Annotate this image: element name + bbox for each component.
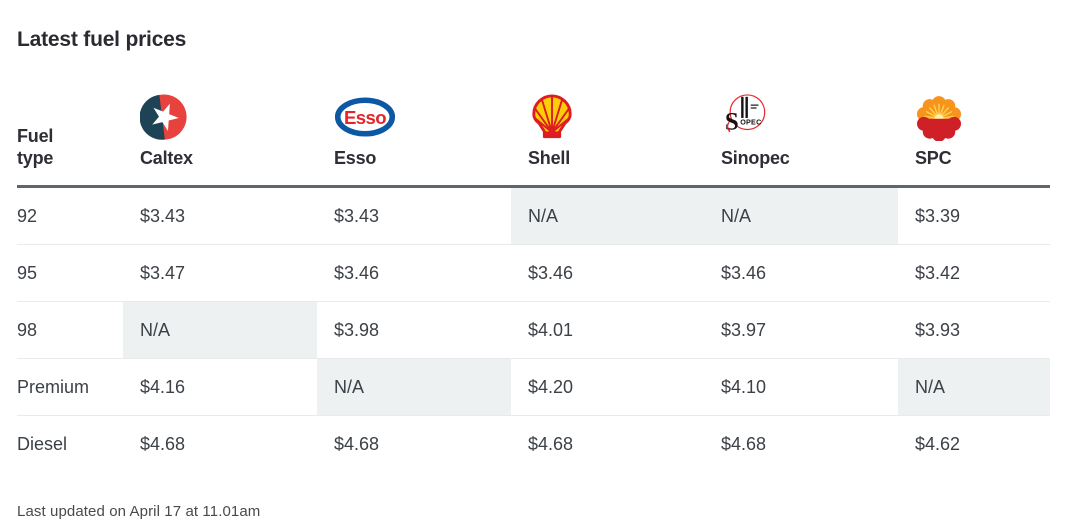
brand-header-spc: SPC — [898, 93, 1050, 189]
price-cell: N/A — [511, 186, 704, 246]
price-cell: $4.62 — [915, 433, 961, 454]
brand-name: Sinopec — [721, 148, 790, 169]
caltex-logo-icon — [140, 94, 187, 141]
brand-header-esso: Esso Esso — [317, 93, 511, 189]
fuel-prices-table: Fuel type Caltex — [17, 93, 1050, 472]
last-updated-note: Last updated on April 17 at 11.01am — [17, 503, 261, 521]
fuel-type-cell: 95 — [17, 244, 123, 303]
price-cell: $3.43 — [317, 186, 511, 246]
brand-name: Esso — [334, 148, 377, 169]
header-row: Fuel type Caltex — [17, 93, 1050, 189]
table-row-diesel: Diesel $4.68 $4.68 $4.68 $4.68 $4.62 — [17, 416, 1050, 473]
fuel-type-label-line2: type — [17, 148, 54, 169]
price-cell: $4.01 — [511, 301, 704, 360]
price-cell: N/A — [317, 358, 511, 417]
shell-logo-icon — [532, 94, 572, 139]
table-row-95: 95 $3.47 $3.46 $3.46 $3.46 $3.42 — [17, 244, 1050, 303]
brand-header-caltex: Caltex — [123, 93, 317, 189]
price-cell: $4.10 — [704, 358, 898, 417]
fuel-type-header: Fuel type — [17, 93, 123, 189]
price-cell: $3.46 — [704, 244, 898, 303]
price-cell: $3.47 — [123, 244, 317, 303]
table-row-98: 98 N/A $3.98 $4.01 $3.97 $3.93 — [17, 301, 1050, 360]
brand-header-sinopec: S OPEC Sinopec — [704, 93, 898, 189]
table-row-premium: Premium $4.16 N/A $4.20 $4.10 N/A — [17, 358, 1050, 417]
price-cell: $4.68 — [140, 433, 186, 454]
price-cell: $3.46 — [317, 244, 511, 303]
price-cell: $3.97 — [704, 301, 898, 360]
fuel-type-cell: 92 — [17, 186, 123, 246]
price-cell: $4.68 — [528, 433, 574, 454]
price-cell: $3.43 — [123, 186, 317, 246]
price-cell: $3.93 — [898, 301, 1050, 360]
esso-logo-icon: Esso — [334, 97, 396, 137]
page-title: Latest fuel prices — [17, 28, 187, 51]
svg-text:OPEC: OPEC — [740, 118, 761, 127]
fuel-type-cell: Premium — [17, 358, 123, 417]
price-cell: $4.68 — [334, 433, 380, 454]
brand-name: SPC — [915, 148, 952, 169]
fuel-type-label-line1: Fuel — [17, 126, 54, 147]
price-cell: N/A — [898, 358, 1050, 417]
brand-header-shell: Shell — [511, 93, 704, 189]
sinopec-logo-icon: S OPEC — [725, 94, 766, 136]
price-cell: $3.46 — [511, 244, 704, 303]
price-cell: $3.42 — [898, 244, 1050, 303]
fuel-prices-widget: Latest fuel prices Fuel type — [17, 28, 1050, 521]
fuel-type-cell: Diesel — [17, 433, 68, 454]
svg-text:S: S — [725, 109, 739, 136]
brand-name: Shell — [528, 148, 571, 169]
price-cell: $3.98 — [317, 301, 511, 360]
brand-name: Caltex — [140, 148, 193, 169]
price-cell: $4.20 — [511, 358, 704, 417]
spc-logo-icon — [916, 96, 962, 142]
svg-text:Esso: Esso — [344, 107, 386, 128]
price-cell: N/A — [704, 186, 898, 246]
table-row-92: 92 $3.43 $3.43 N/A N/A $3.39 — [17, 186, 1050, 246]
price-cell: $4.16 — [123, 358, 317, 417]
price-cell: $3.39 — [898, 186, 1050, 246]
price-cell: $4.68 — [721, 433, 767, 454]
price-cell: N/A — [123, 301, 317, 360]
fuel-type-cell: 98 — [17, 301, 123, 360]
